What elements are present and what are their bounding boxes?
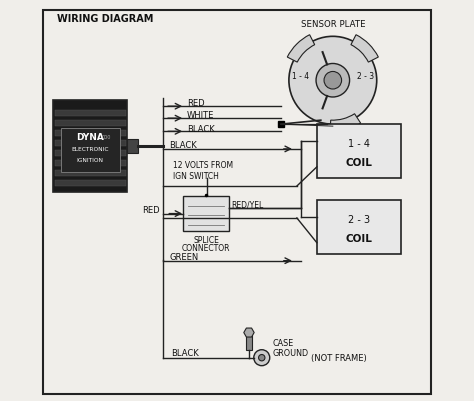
- Text: WIRING DIAGRAM: WIRING DIAGRAM: [57, 14, 154, 24]
- Bar: [246, 335, 252, 350]
- Wedge shape: [287, 36, 315, 63]
- Text: SENSOR PLATE: SENSOR PLATE: [301, 20, 365, 28]
- Text: RED/YEL: RED/YEL: [231, 200, 263, 209]
- Text: CONNECTOR: CONNECTOR: [182, 243, 230, 252]
- Circle shape: [324, 72, 342, 90]
- Text: SPLICE: SPLICE: [193, 235, 219, 244]
- FancyBboxPatch shape: [61, 129, 120, 172]
- Text: ELECTRONIC: ELECTRONIC: [72, 146, 109, 151]
- Bar: [55, 161, 126, 167]
- FancyBboxPatch shape: [183, 196, 229, 231]
- Bar: [55, 121, 126, 127]
- Text: WHITE: WHITE: [187, 111, 214, 120]
- FancyBboxPatch shape: [317, 125, 401, 178]
- Text: BLACK: BLACK: [169, 141, 197, 150]
- Circle shape: [316, 64, 350, 98]
- Bar: [55, 151, 126, 157]
- Text: RED: RED: [142, 206, 160, 215]
- FancyBboxPatch shape: [54, 101, 127, 192]
- Bar: [55, 111, 126, 117]
- Text: IGNITION: IGNITION: [77, 157, 104, 162]
- Bar: [127, 140, 138, 154]
- Text: COIL: COIL: [346, 158, 372, 168]
- Text: 12 VOLTS FROM
IGN SWITCH: 12 VOLTS FROM IGN SWITCH: [173, 161, 233, 180]
- Wedge shape: [330, 114, 361, 132]
- Text: DYNA: DYNA: [76, 133, 104, 142]
- Bar: [55, 131, 126, 137]
- Text: COIL: COIL: [346, 233, 372, 243]
- Text: GREEN: GREEN: [169, 253, 199, 261]
- Text: (NOT FRAME): (NOT FRAME): [311, 353, 366, 362]
- Circle shape: [258, 354, 265, 361]
- Circle shape: [254, 350, 270, 366]
- Text: RED: RED: [187, 99, 205, 108]
- Text: BLACK: BLACK: [187, 124, 215, 133]
- FancyBboxPatch shape: [317, 200, 401, 254]
- Text: 000: 000: [102, 135, 111, 140]
- Text: 2 - 3: 2 - 3: [348, 214, 370, 224]
- Wedge shape: [351, 36, 378, 63]
- Text: 2 - 3: 2 - 3: [357, 72, 374, 81]
- Text: BLACK: BLACK: [171, 348, 199, 357]
- Text: 1 - 4: 1 - 4: [348, 139, 370, 149]
- Polygon shape: [244, 328, 254, 337]
- Bar: [55, 180, 126, 186]
- Text: 1 - 4: 1 - 4: [292, 72, 309, 81]
- Text: CASE
GROUND: CASE GROUND: [273, 338, 309, 358]
- Circle shape: [289, 37, 377, 125]
- Bar: [55, 141, 126, 147]
- Bar: [55, 171, 126, 176]
